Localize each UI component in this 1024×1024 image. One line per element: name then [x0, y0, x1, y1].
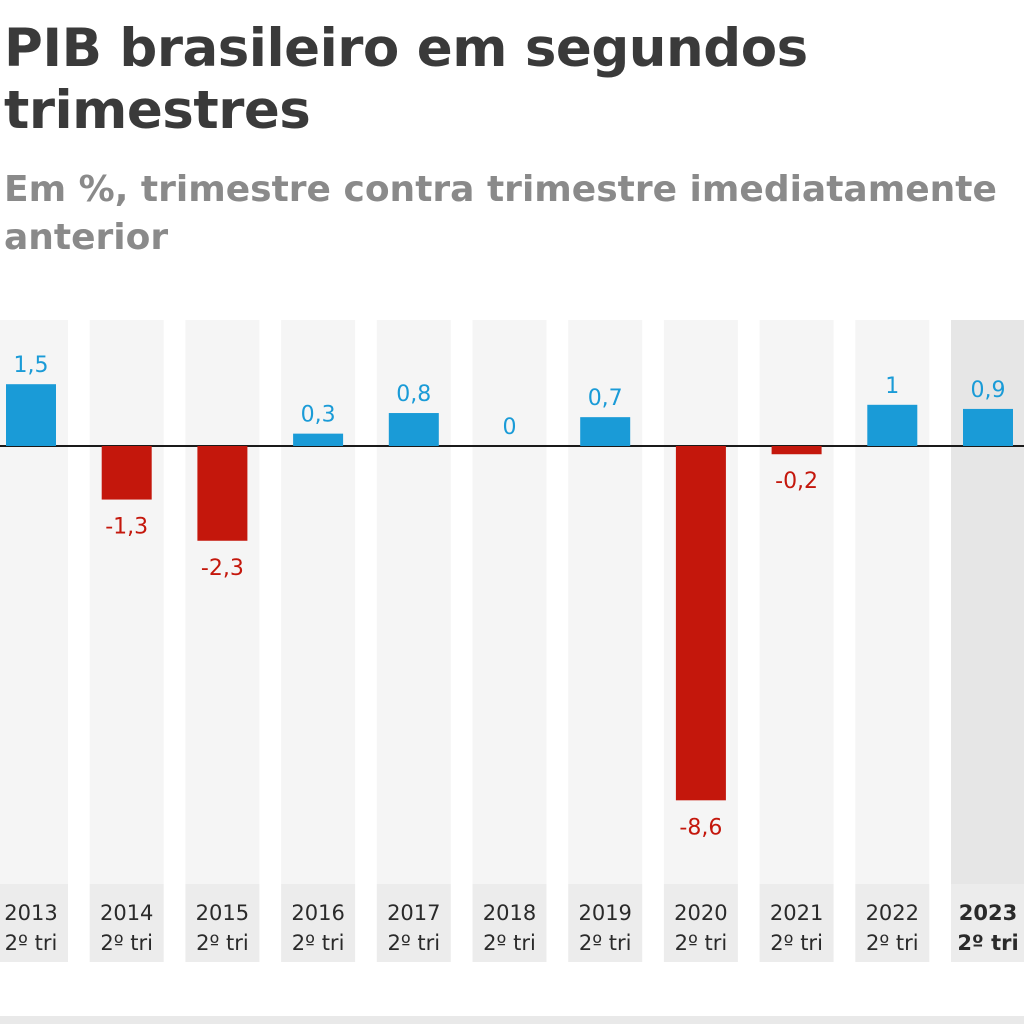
category-tick-quarter: 2º tri — [675, 931, 728, 955]
category-tick-quarter: 2º tri — [292, 931, 345, 955]
category-tick-year: 2016 — [291, 901, 344, 925]
bar — [963, 408, 1013, 446]
category-label-background — [376, 884, 451, 962]
category-label-background — [663, 884, 738, 962]
bottom-divider — [0, 1016, 1024, 1024]
column-background — [472, 320, 547, 884]
category-label-background — [568, 884, 643, 962]
category-tick-quarter: 2º tri — [5, 931, 58, 955]
category-tick-year: 2014 — [100, 901, 153, 925]
category-label-background — [951, 884, 1024, 962]
data-label: -0,2 — [775, 469, 818, 494]
category-label-background — [472, 884, 547, 962]
category-label-background — [185, 884, 260, 962]
data-label: 0,7 — [588, 386, 623, 411]
bar — [388, 413, 439, 446]
chart-subtitle: Em %, trimestre contra trimestre imediat… — [4, 169, 997, 258]
category-tick-quarter: 2º tri — [579, 931, 632, 955]
data-label: -8,6 — [679, 815, 722, 840]
data-label: -2,3 — [201, 556, 244, 581]
bar — [197, 446, 248, 541]
category-label-background — [0, 884, 68, 962]
column-background — [185, 320, 260, 884]
chart-title: PIB brasileiro em segundos trimestres — [4, 18, 808, 141]
category-tick-year: 2017 — [387, 901, 440, 925]
category-tick-year: 2020 — [674, 901, 727, 925]
data-label: 0 — [503, 415, 517, 440]
column-background — [855, 320, 930, 884]
column-background — [89, 320, 164, 884]
column-background — [281, 320, 356, 884]
category-tick-year: 2023 — [959, 901, 1017, 925]
data-label: 1,5 — [14, 353, 49, 378]
bar — [675, 446, 726, 801]
category-tick-year: 2018 — [483, 901, 536, 925]
bar — [580, 417, 631, 446]
category-tick-year: 2019 — [578, 901, 631, 925]
column-background — [759, 320, 834, 884]
category-tick-quarter: 2º tri — [770, 931, 823, 955]
bar — [101, 446, 152, 500]
category-tick-quarter: 2º tri — [100, 931, 153, 955]
column-background — [568, 320, 643, 884]
data-label: 0,9 — [971, 378, 1006, 403]
bar — [293, 433, 344, 446]
bar — [771, 446, 822, 455]
data-label: -1,3 — [105, 515, 148, 540]
data-label: 0,3 — [301, 403, 336, 428]
data-label: 1 — [885, 374, 899, 399]
category-tick-quarter: 2º tri — [196, 931, 249, 955]
bar — [867, 404, 918, 446]
category-tick-year: 2021 — [770, 901, 823, 925]
category-label-background — [89, 884, 164, 962]
category-label-background — [759, 884, 834, 962]
category-tick-quarter: 2º tri — [387, 931, 440, 955]
category-tick-year: 2022 — [866, 901, 919, 925]
data-label: 0,8 — [396, 382, 431, 407]
category-tick-quarter: 2º tri — [483, 931, 536, 955]
category-tick-year: 2013 — [4, 901, 57, 925]
category-tick-quarter: 2º tri — [957, 931, 1018, 955]
category-label-background — [281, 884, 356, 962]
category-label-background — [855, 884, 930, 962]
column-background — [951, 320, 1024, 884]
bar — [6, 384, 56, 446]
category-tick-year: 2015 — [196, 901, 249, 925]
category-tick-quarter: 2º tri — [866, 931, 919, 955]
